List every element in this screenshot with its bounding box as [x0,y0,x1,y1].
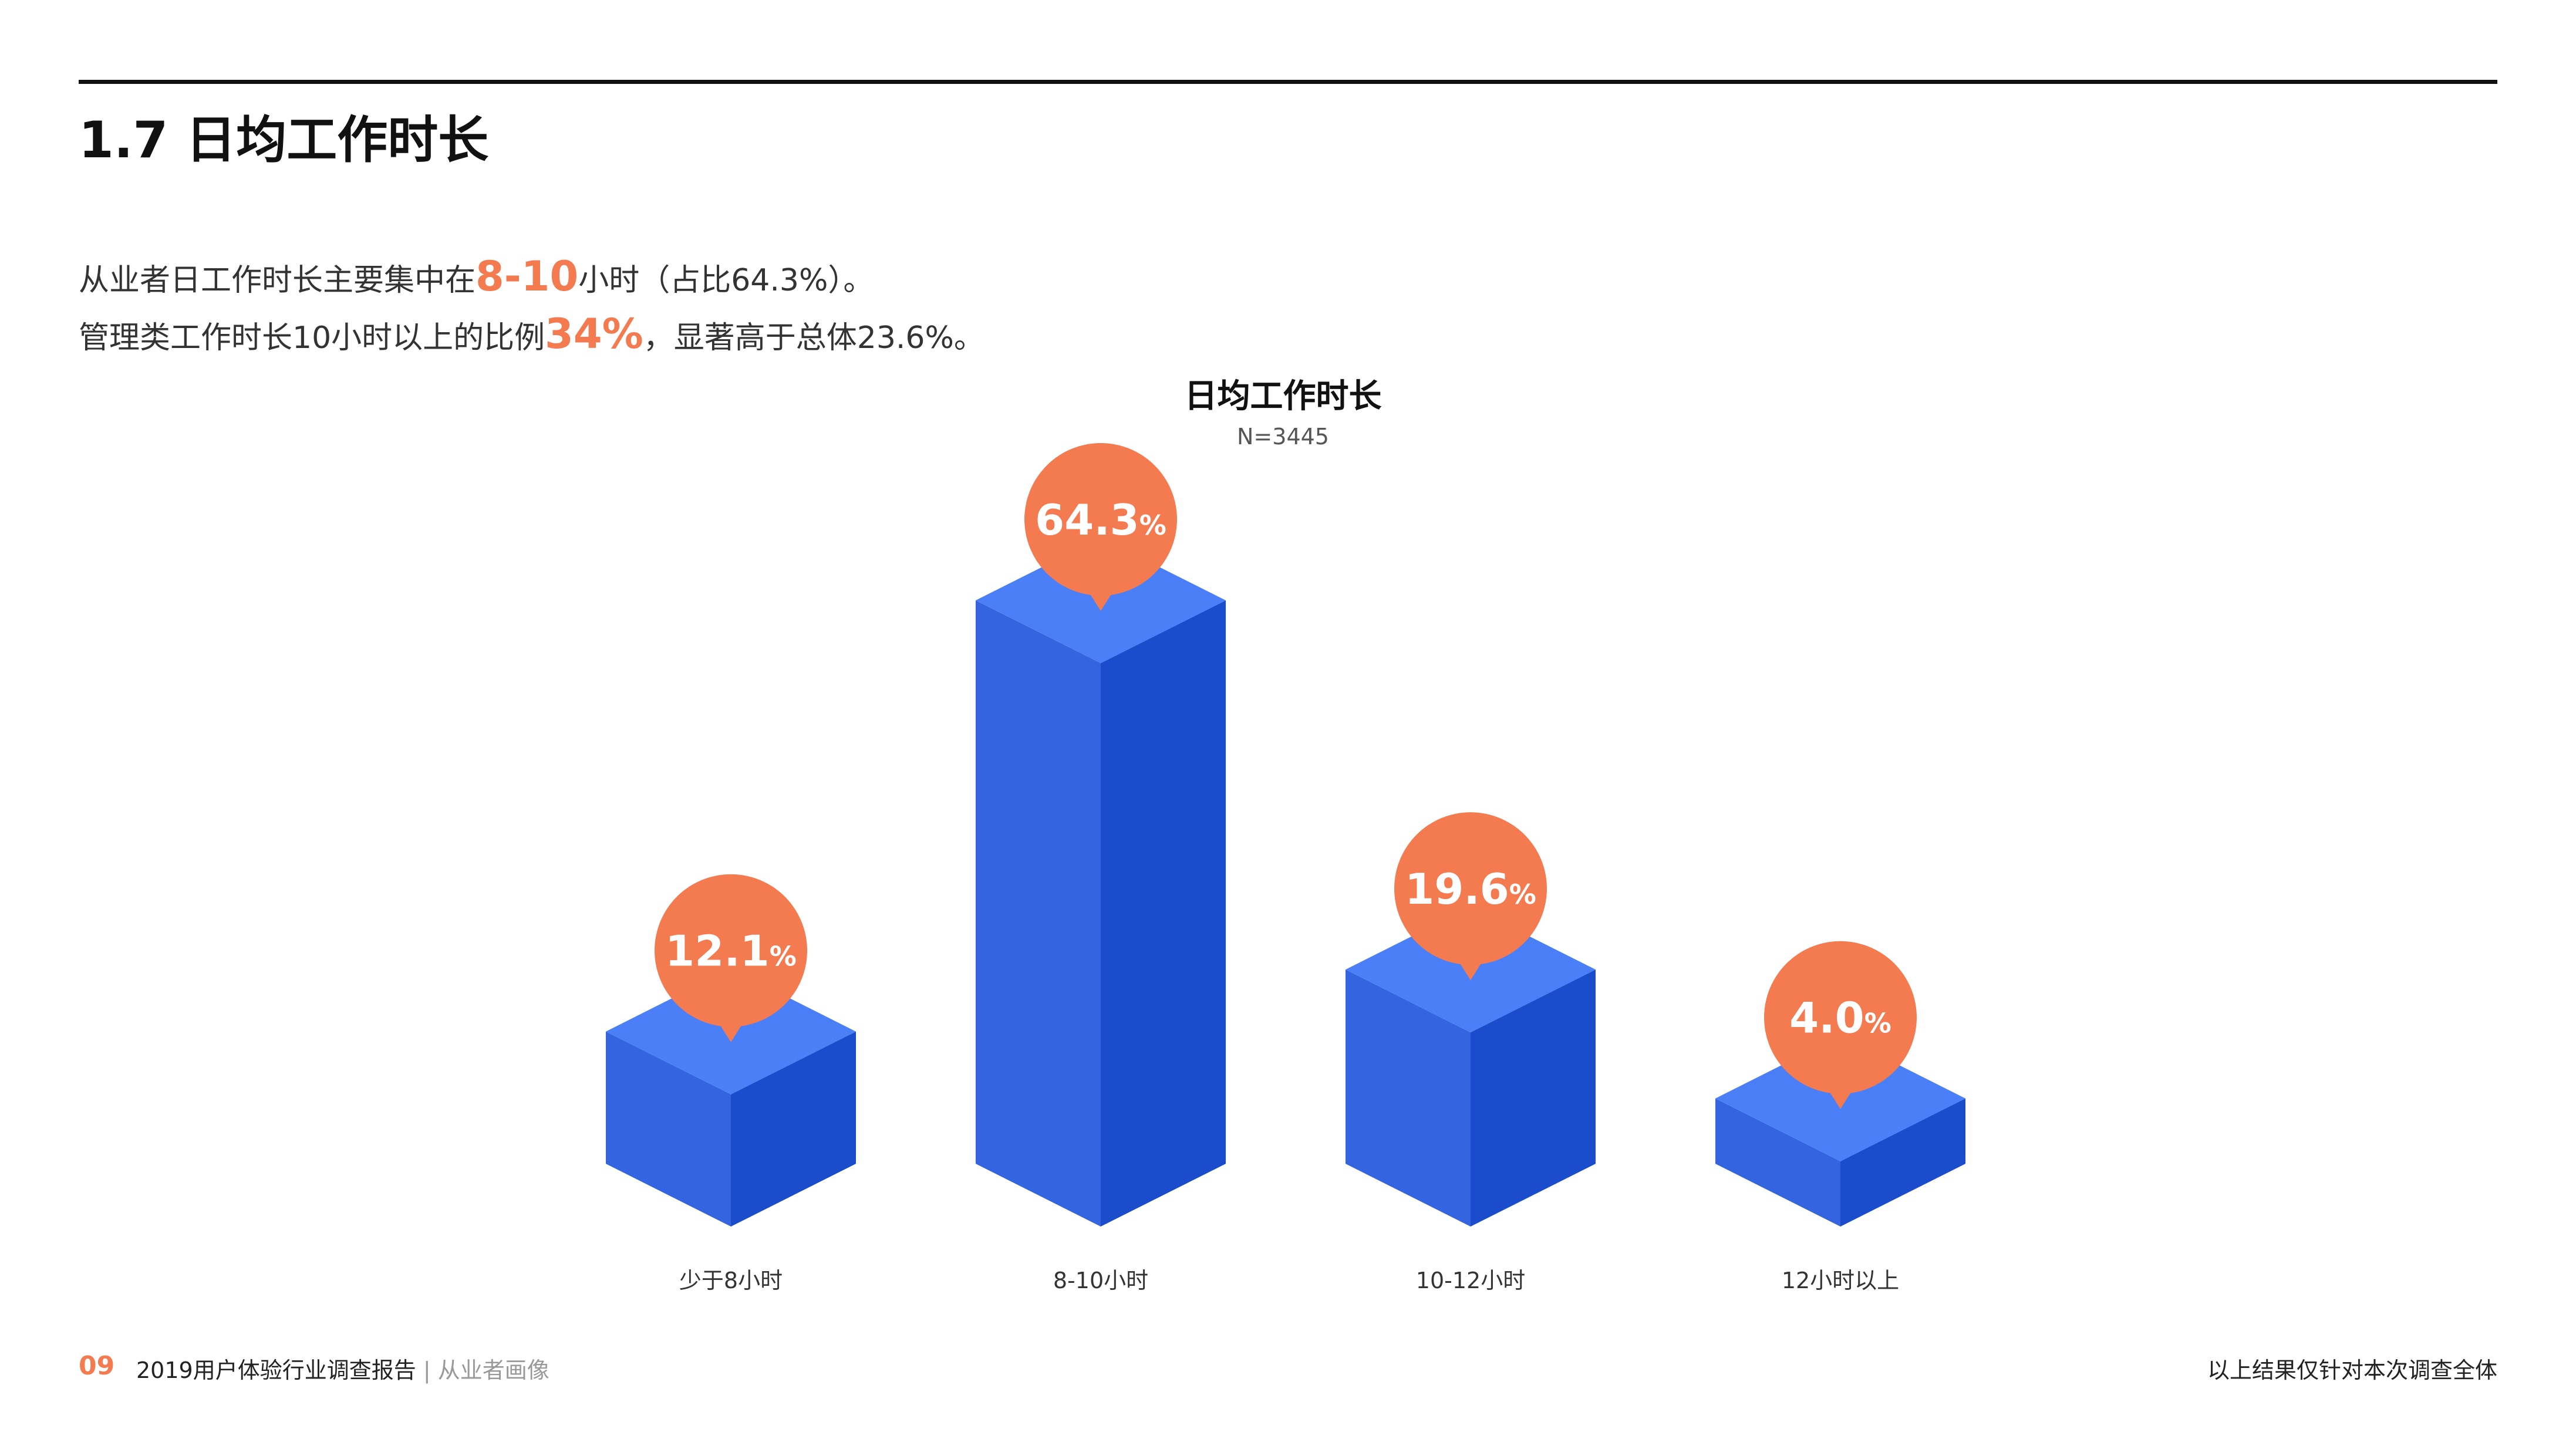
footer-note: 以上结果仅针对本次调查全体 [2207,1357,2497,1383]
value-label-3-bubble [1394,812,1547,965]
value-label-4-number: 4.0 [1789,994,1864,1043]
footer-section: 从业者画像 [437,1357,549,1383]
value-label-3: 19.6% [1394,812,1547,981]
value-label-3-unit: % [1509,879,1536,910]
bar-3-left-face [1346,969,1471,1227]
summary-line-2-post: ，显著高于总体23.6%。 [643,320,984,356]
value-label-1-bubble [655,874,807,1027]
category-label-3: 10-12小时 [1416,1268,1525,1293]
top-rule [79,80,2497,84]
footer-report: 2019用户体验行业调查报告 | 从业者画像 [136,1352,549,1384]
value-label-3-text: 19.6% [1405,864,1536,914]
value-label-2: 64.3% [1024,443,1177,611]
page-title: 1.7 日均工作时长 [79,111,489,170]
summary-line-1-highlight: 8-10 [476,252,579,300]
summary-line-2: 管理类工作时长10小时以上的比例34%，显著高于总体23.6%。 [79,310,984,358]
summary-line-1-pre: 从业者日工作时长主要集中在 [79,263,476,298]
bar-3-right-face [1471,969,1596,1227]
bar-2-right-face [1101,600,1226,1227]
chart-subtitle: N=3445 [1237,424,1329,450]
summary-line-1-post: 小时（占比64.3%）。 [578,263,874,298]
value-label-2-bubble [1024,443,1177,596]
footer-separator: | [423,1357,431,1383]
bar-4-right-face [1840,1098,1965,1227]
category-label-2: 8-10小时 [1053,1268,1148,1293]
value-label-4: 4.0% [1764,941,1917,1109]
value-label-4-text: 4.0% [1789,994,1891,1043]
value-label-4-bubble [1764,941,1917,1094]
category-label-1: 少于8小时 [679,1268,783,1293]
value-label-1: 12.1% [655,874,807,1042]
value-label-4-unit: % [1864,1008,1891,1039]
bar-4-left-face [1715,1098,1840,1227]
summary-line-2-pre: 管理类工作时长10小时以上的比例 [79,320,545,356]
footer-report-title: 2019用户体验行业调查报告 [136,1357,416,1383]
value-label-2-text: 64.3% [1035,495,1166,545]
value-label-3-number: 19.6 [1405,864,1509,914]
bar-2-left-face [976,600,1101,1227]
chart-title: 日均工作时长 [1184,377,1382,415]
value-label-1-unit: % [770,941,797,972]
bar-1-right-face [731,1031,856,1227]
category-label-4: 12小时以上 [1782,1268,1899,1293]
summary-line-2-highlight: 34% [545,310,643,358]
value-label-1-number: 12.1 [665,927,770,976]
value-label-2-unit: % [1139,509,1166,541]
value-label-2-number: 64.3 [1035,495,1139,545]
summary-line-1: 从业者日工作时长主要集中在8-10小时（占比64.3%）。 [79,252,874,300]
bar-1-left-face [606,1031,731,1227]
value-label-1-text: 12.1% [665,927,797,976]
bar-2 [976,538,1226,1227]
footer-page-number: 09 [79,1351,115,1381]
